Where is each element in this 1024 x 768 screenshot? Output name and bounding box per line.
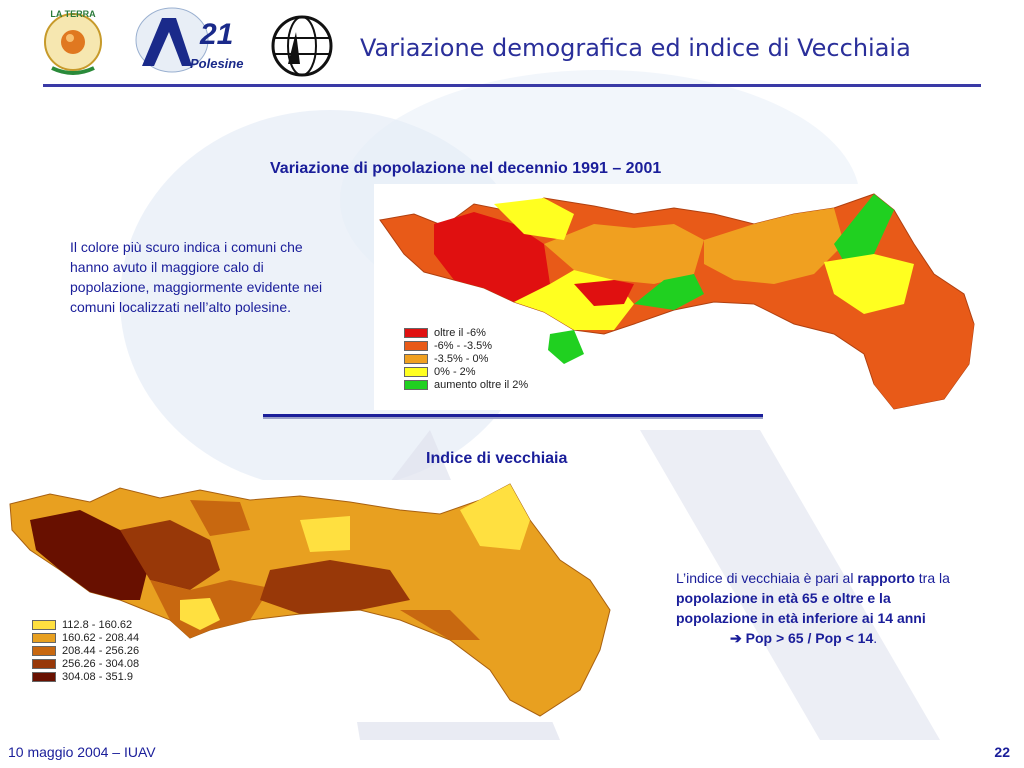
legend-label: 0% - 2% — [434, 365, 476, 378]
aging-index-map-svg — [9, 483, 611, 717]
legend-swatch — [32, 619, 56, 630]
aging-note-bold-2: popolazione in età 65 e oltre e la popol… — [676, 590, 926, 626]
title-divider — [43, 84, 981, 87]
legend-item: -3.5% - 0% — [404, 352, 528, 365]
map1-region — [574, 280, 634, 306]
map1-region — [824, 254, 914, 314]
a21-polesine-logo: 21 Polesine — [135, 7, 243, 73]
map2-region — [300, 516, 350, 552]
aging-index-note: L’indice di vecchiaia è pari al rapporto… — [676, 568, 956, 648]
map2-region — [180, 598, 220, 630]
legend-label: -3.5% - 0% — [434, 352, 489, 365]
legend-swatch — [32, 671, 56, 682]
legend-swatch — [404, 366, 428, 377]
population-change-heading: Variazione di popolazione nel decennio 1… — [270, 160, 662, 177]
la-terra-logo: LA TERRA — [44, 9, 102, 75]
map2-region — [400, 610, 480, 640]
legend-item: oltre il -6% — [404, 326, 528, 339]
legend-swatch — [404, 379, 428, 390]
legend-label: oltre il -6% — [434, 326, 486, 339]
population-change-map: oltre il -6% -6% - -3.5% -3.5% - 0% 0% -… — [374, 184, 980, 410]
aging-index-legend: 112.8 - 160.62 160.62 - 208.44 208.44 - … — [32, 618, 139, 683]
legend-item: 160.62 - 208.44 — [32, 631, 139, 644]
map1-region — [544, 224, 704, 284]
section-divider — [263, 414, 763, 417]
map2-region — [190, 500, 250, 536]
legend-label: 208.44 - 256.26 — [62, 644, 140, 657]
population-change-note: Il colore più scuro indica i comuni che … — [70, 239, 323, 315]
page-number: 22 — [994, 744, 1010, 760]
map1-region — [494, 198, 574, 240]
legend-item: -6% - -3.5% — [404, 339, 528, 352]
footer-date: 10 maggio 2004 – IUAV — [8, 744, 156, 760]
legend-item: 0% - 2% — [404, 365, 528, 378]
la-terra-logo-text: LA TERRA — [50, 9, 96, 19]
map2-region — [260, 560, 410, 614]
map2-region — [120, 520, 220, 590]
map1-region — [548, 330, 584, 364]
population-change-map-svg — [379, 193, 975, 410]
a21-logo-number: 21 — [199, 18, 233, 51]
page-title: Variazione demografica ed indice di Vecc… — [360, 34, 911, 62]
population-change-legend: oltre il -6% -6% - -3.5% -3.5% - 0% 0% -… — [404, 326, 528, 391]
map2-region — [460, 484, 530, 550]
legend-swatch — [32, 632, 56, 643]
map2-region — [30, 510, 150, 600]
legend-label: aumento oltre il 2% — [434, 378, 529, 391]
globe-logo — [271, 15, 333, 77]
legend-label: 160.62 - 208.44 — [62, 631, 140, 644]
legend-label: 112.8 - 160.62 — [62, 618, 133, 631]
aging-index-map: 112.8 - 160.62 160.62 - 208.44 208.44 - … — [0, 480, 614, 722]
aging-formula: Pop > 65 / Pop < 14 — [745, 630, 874, 646]
legend-swatch — [32, 645, 56, 656]
aging-formula-end: . — [873, 630, 878, 646]
map1-region — [834, 194, 894, 262]
legend-item: 208.44 - 256.26 — [32, 644, 139, 657]
aging-note-bold-1: rapporto — [857, 570, 915, 586]
arrow-icon: ➔ — [730, 630, 742, 646]
aging-formula-line: ➔ Pop > 65 / Pop < 14. — [676, 628, 956, 648]
legend-item: aumento oltre il 2% — [404, 378, 528, 391]
map1-region — [634, 274, 704, 310]
legend-item: 304.08 - 351.9 — [32, 670, 139, 683]
legend-item: 256.26 - 304.08 — [32, 657, 139, 670]
map1-region — [434, 212, 550, 302]
map1-region — [704, 208, 844, 284]
aging-index-heading: Indice di vecchiaia — [426, 450, 568, 467]
legend-swatch — [32, 658, 56, 669]
legend-label: -6% - -3.5% — [434, 339, 493, 352]
legend-swatch — [404, 353, 428, 364]
legend-swatch — [404, 327, 428, 338]
a21-logo-polesine: Polesine — [190, 56, 243, 71]
aging-note-text-1: L’indice di vecchiaia è pari al — [676, 570, 858, 586]
aging-note-text-2: tra la — [914, 570, 950, 586]
map1-region — [874, 294, 974, 409]
legend-label: 256.26 - 304.08 — [62, 657, 140, 670]
legend-label: 304.08 - 351.9 — [62, 670, 133, 683]
legend-item: 112.8 - 160.62 — [32, 618, 139, 631]
legend-swatch — [404, 340, 428, 351]
